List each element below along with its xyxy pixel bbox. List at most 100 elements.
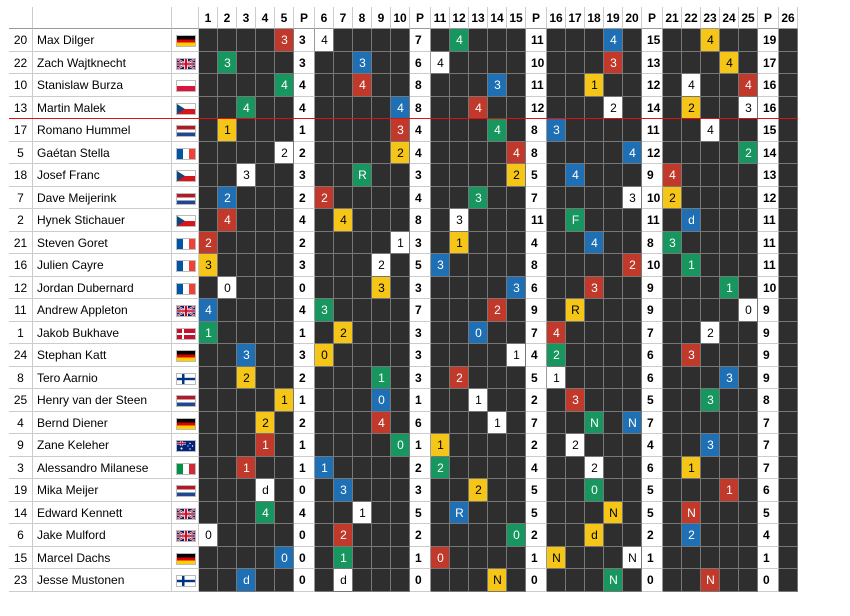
heat-cell: 2 — [623, 254, 642, 277]
heat-cell — [353, 524, 372, 547]
rider-number: 16 — [9, 254, 33, 277]
points-cell: 7 — [758, 411, 779, 434]
heat-cell — [701, 479, 720, 502]
heat-result-red: 2 — [450, 366, 468, 389]
heat-result-blue: 0 — [275, 546, 293, 569]
heat-cell — [623, 276, 642, 299]
heat-cell — [488, 456, 507, 479]
heat-result-blue: 4 — [566, 164, 584, 186]
heat-result-yellow: N — [547, 546, 565, 569]
heat-result-white: 3 — [450, 209, 468, 231]
heat-cell — [585, 119, 604, 142]
heat-result-green: 0 — [391, 434, 409, 456]
heat-cell: d — [585, 524, 604, 547]
flag-cell — [172, 186, 199, 209]
heat-cell — [218, 321, 237, 344]
heat-cell — [682, 479, 701, 502]
points-cell: 10 — [642, 254, 663, 277]
points-cell: 12 — [642, 74, 663, 97]
heat-cell — [566, 479, 585, 502]
heat-cell — [199, 434, 218, 457]
heat-result-blue: d — [682, 209, 700, 231]
heat-cell — [450, 96, 469, 119]
heat-cell — [547, 96, 566, 119]
heat-cell: 0 — [431, 546, 450, 569]
heat-cell: 2 — [585, 456, 604, 479]
heat-cell — [334, 51, 353, 74]
heat-result-red: 2 — [623, 254, 641, 276]
heat-cell — [663, 366, 682, 389]
heat-cell: d — [334, 569, 353, 592]
heat-cell — [218, 501, 237, 524]
header-race: 10 — [391, 7, 410, 29]
points-cell: 11 — [642, 119, 663, 142]
heat-result-white: 2 — [585, 456, 603, 479]
heat-cell: 4 — [585, 231, 604, 254]
heat-result-yellow: 2 — [237, 366, 255, 389]
header-race: 20 — [623, 7, 642, 29]
heat-cell — [779, 389, 798, 412]
heat-cell: 3 — [450, 209, 469, 232]
heat-result-green: R — [353, 164, 371, 186]
points-cell: 2 — [526, 389, 547, 412]
heat-result-yellow: d — [585, 524, 603, 546]
heat-cell — [701, 186, 720, 209]
heat-cell — [604, 321, 623, 344]
heat-cell: 3 — [218, 51, 237, 74]
heat-cell — [275, 411, 294, 434]
heat-result-yellow: 2 — [469, 479, 487, 501]
heat-cell — [604, 164, 623, 187]
points-cell: 0 — [642, 569, 663, 592]
heat-result-white: 4 — [315, 29, 333, 51]
heat-cell — [547, 299, 566, 322]
heat-cell — [488, 546, 507, 569]
heat-cell — [431, 164, 450, 187]
heat-cell — [431, 299, 450, 322]
points-cell: 9 — [642, 276, 663, 299]
standings-table: 1 2 3 4 5 P 6 7 8 9 10 P 11 12 13 14 15 P 16 17 18 19 20 P 21 22 2… — [9, 7, 845, 593]
heat-cell — [469, 456, 488, 479]
heat-cell — [315, 276, 334, 299]
heat-cell — [353, 321, 372, 344]
points-cell: 9 — [758, 321, 779, 344]
points-cell: 9 — [758, 299, 779, 322]
heat-cell — [585, 366, 604, 389]
heat-cell — [372, 119, 391, 142]
heat-cell: 4 — [431, 51, 450, 74]
heat-cell — [353, 96, 372, 119]
rider-number: 15 — [9, 546, 33, 569]
heat-cell — [682, 141, 701, 164]
heat-cell — [720, 29, 739, 52]
heat-cell — [469, 51, 488, 74]
points-cell: 7 — [526, 186, 547, 209]
heat-cell — [488, 501, 507, 524]
heat-cell: 4 — [623, 141, 642, 164]
heat-result-yellow: N — [488, 569, 506, 591]
heat-cell: 1 — [488, 411, 507, 434]
heat-cell — [315, 546, 334, 569]
flag-fr-icon — [176, 147, 196, 160]
heat-cell: 0 — [275, 546, 294, 569]
rider-number: 5 — [9, 141, 33, 164]
heat-result-green: 4 — [237, 96, 255, 119]
heat-cell — [566, 96, 585, 119]
heat-cell — [779, 254, 798, 277]
flag-de-icon — [176, 552, 196, 565]
heat-result-blue: 0 — [372, 389, 390, 411]
heat-cell — [720, 501, 739, 524]
heat-cell — [334, 434, 353, 457]
heat-cell: 1 — [353, 501, 372, 524]
rider-number: 9 — [9, 434, 33, 457]
heat-cell — [623, 569, 642, 592]
heat-cell — [450, 276, 469, 299]
points-cell: 11 — [526, 29, 547, 52]
heat-cell: 3 — [353, 51, 372, 74]
flag-cell — [172, 141, 199, 164]
heat-result-yellow: 0 — [315, 344, 333, 366]
heat-cell — [334, 501, 353, 524]
heat-cell — [391, 546, 410, 569]
heat-result-white: d — [334, 569, 352, 591]
heat-cell: 2 — [682, 96, 701, 119]
heat-cell — [585, 344, 604, 367]
points-cell: 8 — [526, 119, 547, 142]
